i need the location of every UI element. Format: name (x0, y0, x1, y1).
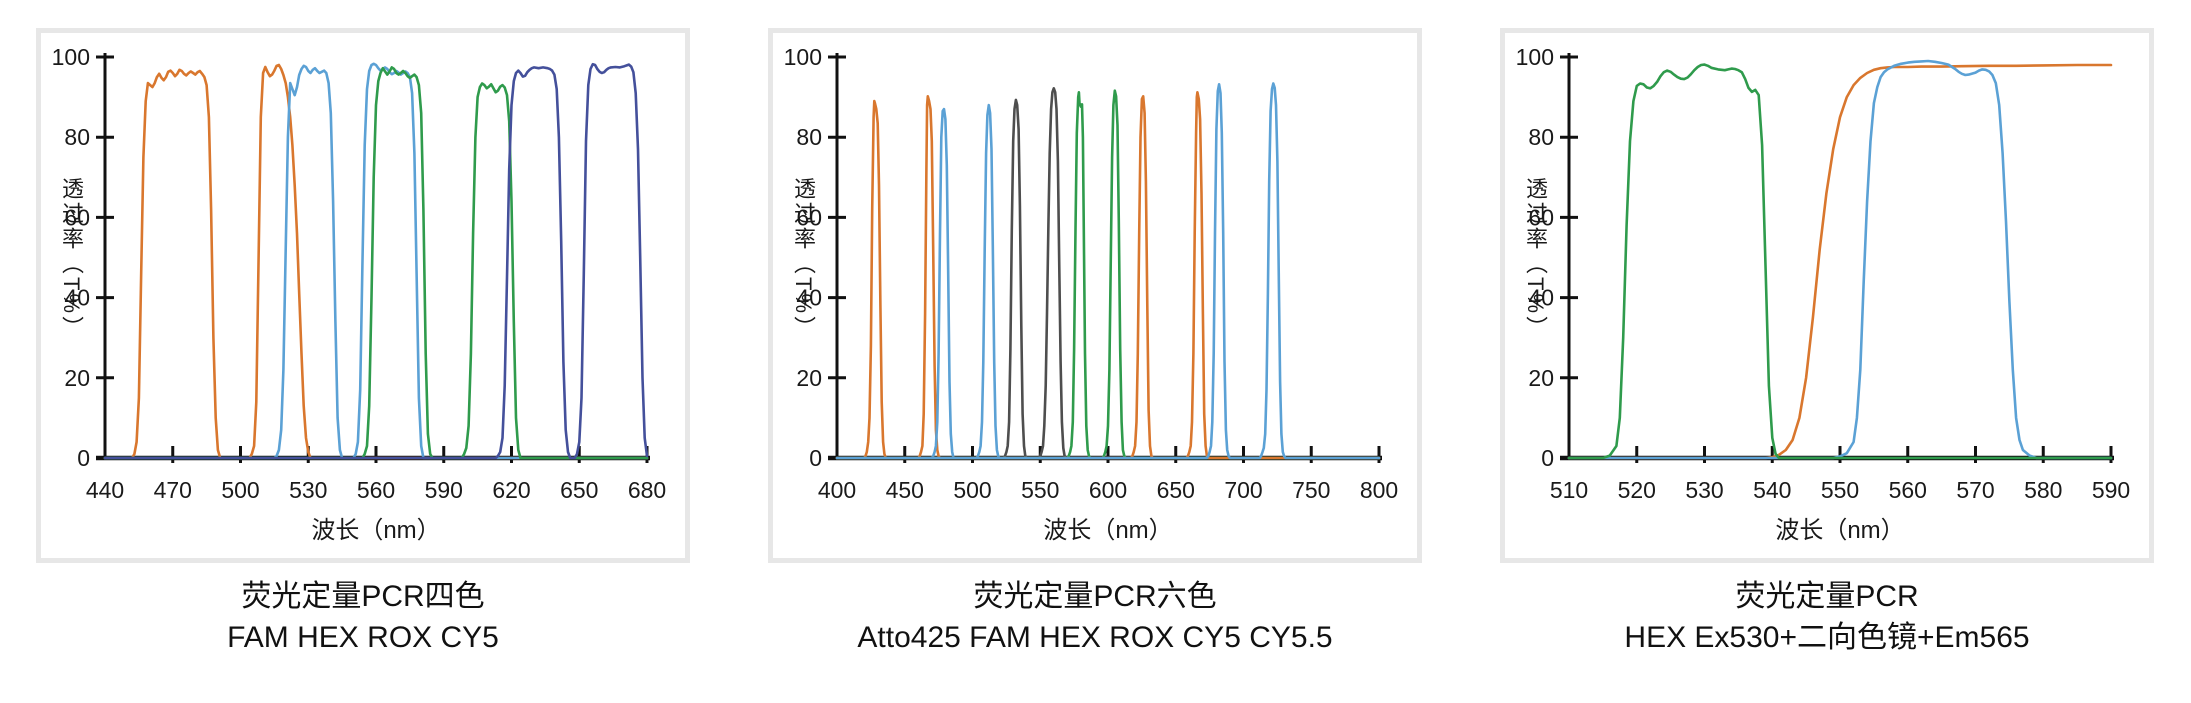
x-axis-label: 波长（nm） (1775, 517, 1904, 544)
x-tick-label: 570 (1956, 477, 1994, 503)
y-tick-label: 60 (64, 204, 90, 230)
x-tick-label: 550 (1021, 477, 1059, 503)
x-axis-label: 波长（nm） (311, 517, 440, 544)
x-tick-label: 680 (628, 477, 666, 503)
x-tick-label: 590 (2092, 477, 2130, 503)
y-axis-label: 透过率（T%） (791, 177, 816, 341)
chart-title: 荧光定量PCR四色 (241, 580, 485, 613)
spectra-chart-pcr-6color: 400 450 500 550 600 650 700 750 800 0 20 40 60 80 100 波… (784, 44, 1399, 544)
series-FAM-filter (103, 63, 649, 460)
x-tick-label: 650 (1157, 477, 1195, 503)
series-HEX-filter (835, 87, 1381, 460)
y-tick-label: 100 (784, 44, 822, 70)
x-tick-label: 530 (289, 477, 327, 503)
x-tick-label: 470 (154, 477, 192, 503)
y-tick-label: 40 (1528, 285, 1554, 311)
y-tick-label: 20 (64, 365, 90, 391)
y-tick-label: 80 (1528, 124, 1554, 150)
y-tick-label: 40 (796, 285, 822, 311)
x-tick-label: 620 (492, 477, 530, 503)
y-tick-label: 100 (52, 44, 90, 70)
y-axis-label: 透过率（T%） (1523, 177, 1548, 341)
x-tick-label: 560 (357, 477, 395, 503)
x-tick-label: 500 (953, 477, 991, 503)
y-tick-label: 20 (1528, 365, 1554, 391)
x-tick-label: 750 (1292, 477, 1330, 503)
x-tick-label: 580 (2024, 477, 2062, 503)
y-tick-label: 60 (1528, 204, 1554, 230)
chart-panel-pcr-hex: 510 520 530 540 550 560 570 580 590 0 20 40 60 80 100 波… (1500, 28, 2154, 563)
x-tick-label: 600 (1089, 477, 1127, 503)
series-ROX-filter (835, 89, 1381, 460)
x-tick-label: 650 (560, 477, 598, 503)
x-tick-label: 510 (1550, 477, 1588, 503)
chart-panel-pcr-4color: 440 470 500 530 560 590 620 650 680 0 20 40 60 80 100 波… (36, 28, 690, 563)
x-axis-label: 波长（nm） (1043, 517, 1172, 544)
chart-subtitle: Atto425 FAM HEX ROX CY5 CY5.5 (857, 621, 1333, 654)
x-tick-label: 540 (1753, 477, 1791, 503)
chart-title: 荧光定量PCR (1735, 580, 1919, 613)
spectra-chart-pcr-hex: 510 520 530 540 550 560 570 580 590 0 20 40 60 80 100 波… (1516, 44, 2131, 544)
chart-panel-pcr-6color: 400 450 500 550 600 650 700 750 800 0 20 40 60 80 100 波… (768, 28, 1422, 563)
y-tick-label: 0 (77, 445, 90, 471)
y-tick-label: 60 (796, 204, 822, 230)
y-tick-label: 0 (1541, 445, 1554, 471)
chart-block-pcr-6color: 400 450 500 550 600 650 700 750 800 0 20 40 60 80 100 波… (768, 28, 1422, 656)
series-ROX-filter (103, 66, 649, 460)
x-tick-label: 500 (221, 477, 259, 503)
x-tick-label: 550 (1821, 477, 1859, 503)
series-CY5-filter (103, 62, 649, 460)
x-tick-label: 560 (1889, 477, 1927, 503)
series-dichroic-mirror (1567, 63, 2113, 460)
y-axis-label: 透过率（T%） (59, 177, 84, 341)
x-tick-label: 400 (818, 477, 856, 503)
x-tick-label: 800 (1360, 477, 1398, 503)
chart-subtitle: FAM HEX ROX CY5 (227, 621, 499, 654)
charts-row: 440 470 500 530 560 590 620 650 680 0 20 40 60 80 100 波… (36, 28, 2154, 656)
chart-subtitle: HEX Ex530+二向色镜+Em565 (1624, 621, 2030, 654)
y-tick-label: 100 (1516, 44, 1554, 70)
chart-block-pcr-hex: 510 520 530 540 550 560 570 580 590 0 20 40 60 80 100 波… (1500, 28, 2154, 656)
y-tick-label: 0 (809, 445, 822, 471)
x-tick-label: 520 (1618, 477, 1656, 503)
chart-title: 荧光定量PCR六色 (973, 580, 1217, 613)
series-HEX-Ex530-filter (1567, 63, 2113, 460)
y-tick-label: 40 (64, 285, 90, 311)
x-tick-label: 450 (886, 477, 924, 503)
spectra-chart-pcr-4color: 440 470 500 530 560 590 620 650 680 0 20 40 60 80 100 波… (52, 44, 667, 544)
chart-block-pcr-4color: 440 470 500 530 560 590 620 650 680 0 20 40 60 80 100 波… (36, 28, 690, 656)
x-tick-label: 590 (425, 477, 463, 503)
x-tick-label: 530 (1685, 477, 1723, 503)
series-Em565-filter (1567, 59, 2113, 460)
x-tick-label: 700 (1224, 477, 1262, 503)
y-tick-label: 20 (796, 365, 822, 391)
y-tick-label: 80 (64, 124, 90, 150)
x-tick-label: 440 (86, 477, 124, 503)
series-CY5.5-filter (835, 82, 1381, 460)
y-tick-label: 80 (796, 124, 822, 150)
